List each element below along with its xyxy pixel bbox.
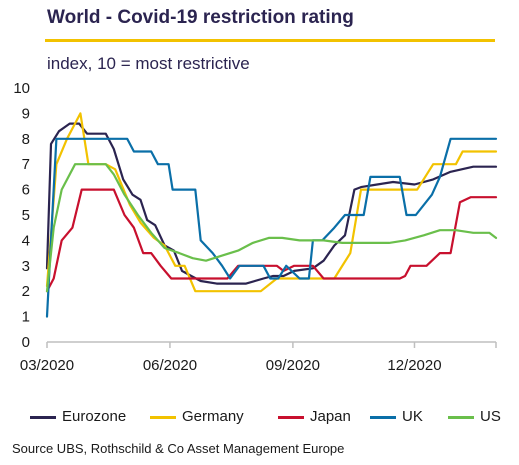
series-line-us [45,163,498,293]
legend-label: Japan [310,408,351,425]
y-tick-label: 4 [22,232,30,249]
y-tick-label: 7 [22,156,30,173]
series-line-eurozone [45,122,498,285]
y-tick-label: 10 [13,80,30,97]
legend-swatch [448,416,474,419]
y-tick-label: 6 [22,182,30,199]
y-tick-label: 0 [22,334,30,351]
series-line-uk [45,137,498,318]
legend-label: Eurozone [62,408,127,425]
y-tick-label: 3 [22,258,30,275]
legend-label: UK [402,408,423,425]
legend-swatch [30,416,56,419]
y-tick-label: 5 [22,207,30,224]
legend-swatch [278,416,304,419]
legend-swatch [370,416,396,419]
y-tick-label: 8 [22,131,30,148]
x-axis: 03/2020 06/2020 09/2020 12/2020 [20,341,497,374]
legend-swatch [150,416,176,419]
chart-title: World - Covid-19 restriction rating [47,7,354,28]
legend: Eurozone Germany Japan UK US [30,406,510,428]
chart-subtitle: index, 10 = most restrictive [47,54,250,73]
y-tick-label: 9 [22,105,30,122]
y-tick-label: 1 [22,309,30,326]
x-tick-label: 09/2020 [266,357,320,374]
legend-label: Germany [182,408,244,425]
x-tick-label: 06/2020 [143,357,197,374]
y-tick-label: 2 [22,283,30,300]
y-axis: 0 1 2 3 4 5 6 7 8 9 10 [13,80,30,351]
x-tick-label: 12/2020 [387,357,441,374]
legend-label: US [480,408,501,425]
line-chart: 0 1 2 3 4 5 6 7 8 9 10 03/2020 06/2020 09/2020 12/202… [13,80,498,374]
series-lines [45,112,498,318]
x-tick-label: 03/2020 [20,357,74,374]
title-rule [45,39,495,42]
source-note: Source UBS, Rothschild & Co Asset Manage… [12,441,345,456]
